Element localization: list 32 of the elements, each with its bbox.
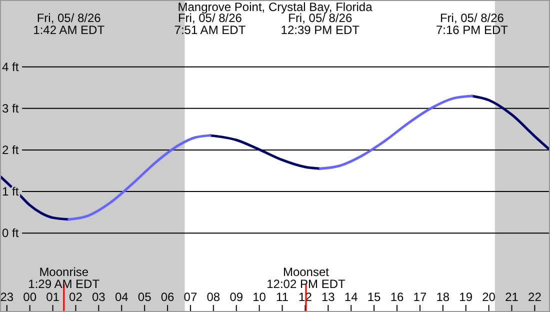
- x-tick-label: 03: [92, 290, 106, 304]
- x-tick-label: 04: [114, 290, 129, 304]
- ref-line-label: Moonrise 1:29 AM EDT: [28, 265, 100, 291]
- x-tick-label: 23: [0, 290, 14, 304]
- annotation: Fri, 05/ 8/26 7:16 PM EDT: [436, 11, 509, 37]
- x-tick-label: 16: [390, 290, 404, 304]
- x-tick-label: 05: [138, 290, 152, 304]
- x-tick-label: 08: [206, 290, 220, 304]
- x-tick-label: 20: [482, 290, 496, 304]
- x-tick-label: 13: [321, 290, 336, 304]
- x-tick-label: 10: [252, 290, 266, 304]
- x-tick-label: 06: [160, 290, 175, 304]
- annotation: Fri, 05/ 8/26 1:42 AM EDT: [33, 11, 106, 37]
- x-tick-label: 07: [184, 290, 198, 304]
- x-tick-label: 02: [69, 290, 83, 304]
- x-tick-label: 15: [367, 290, 382, 304]
- y-tick-label: 2 ft: [2, 142, 20, 157]
- y-tick-label: 3 ft: [2, 101, 20, 116]
- x-tick-label: 19: [459, 290, 473, 304]
- y-tick-label: 0 ft: [2, 226, 20, 240]
- x-tick-label: 01: [46, 290, 60, 304]
- x-tick-label: 18: [436, 290, 450, 304]
- y-tick-label: 4 ft: [2, 60, 20, 74]
- x-tick-label: 14: [344, 290, 358, 304]
- ref-line-label: Moonset 12:02 PM EDT: [266, 265, 346, 291]
- x-tick-label: 09: [230, 290, 244, 304]
- chart-title: Mangrove Point, Crystal Bay, Florida: [178, 0, 373, 14]
- x-tick-label: 00: [23, 290, 37, 304]
- x-tick-label: 22: [528, 290, 542, 304]
- x-tick-label: 11: [276, 290, 289, 304]
- x-tick-label: 21: [505, 290, 519, 304]
- x-tick-label: 17: [413, 290, 427, 304]
